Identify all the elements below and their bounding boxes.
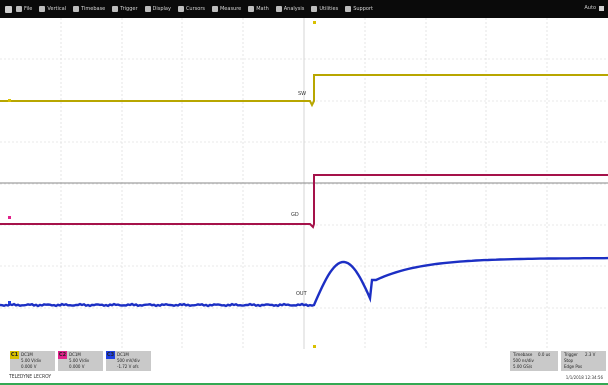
cursors-icon — [177, 6, 184, 12]
menu-item-timebase[interactable]: Timebase — [73, 6, 105, 12]
menu-item-support[interactable]: Support — [345, 6, 373, 12]
menu-items: File Vertical Timebase Trigger Display Cursor… — [16, 6, 380, 12]
channel-tag: C2 — [58, 351, 67, 359]
menu-item-analysis[interactable]: Analysis — [275, 6, 305, 12]
channel-3-descriptor[interactable]: C3 DC1M 500 mV/div -1.72 V ofs — [106, 351, 151, 371]
menu-item-label: Trigger — [120, 6, 138, 12]
logo-icon — [5, 5, 12, 13]
timebase-value: 0.0 us — [538, 352, 551, 357]
channel-markers — [8, 21, 316, 348]
trace-channel-2 — [0, 174, 608, 229]
trigger-marker-icon[interactable] — [313, 21, 316, 24]
ch1-marker-icon[interactable] — [8, 99, 11, 102]
channel-tag: C1 — [10, 351, 19, 359]
vertical-icon — [39, 6, 46, 12]
menu-item-label: Display — [152, 6, 171, 12]
menu-item-label: Measure — [219, 6, 242, 12]
utilities-icon — [311, 6, 318, 12]
channel-tag: C3 — [106, 351, 115, 359]
trigger-descriptor[interactable]: Trigger 2.3 V Stop Edge Pos — [561, 351, 606, 371]
trace-label-out: OUT — [296, 291, 308, 297]
display-icon — [144, 6, 151, 12]
trigger-marker-bottom-icon[interactable] — [313, 345, 316, 348]
menu-item-trigger[interactable]: Trigger — [112, 6, 138, 12]
channel-setting: -1.72 V ofs — [117, 364, 139, 369]
status-label: Auto — [584, 5, 596, 11]
trace-channel-3 — [0, 256, 608, 308]
trigger-title: Trigger — [564, 352, 578, 357]
status-indicator-bar — [0, 383, 608, 385]
status-panel: C1 DC1M 5.00 V/div 0.000 V C2 DC1M 5.00 V/div 0… — [0, 349, 608, 385]
waveform-display[interactable]: SW GD OUT — [0, 18, 608, 349]
menu-item-label: Timebase — [81, 6, 106, 12]
trigger-value: 2.3 V — [585, 352, 596, 357]
menu-item-math[interactable]: Math — [248, 6, 269, 12]
channel-setting: 0.000 V — [21, 364, 37, 369]
channel-setting: 0.000 V — [69, 364, 85, 369]
trace-label-gd: GD — [291, 212, 299, 218]
menu-item-label: Cursors — [185, 6, 205, 12]
channel-setting: 5.00 V/div — [69, 358, 90, 363]
file-icon — [16, 6, 22, 12]
ch3-marker-icon[interactable] — [8, 301, 11, 304]
math-icon — [248, 6, 255, 12]
trigger-status: Auto — [584, 5, 604, 11]
timebase-rate: 5.00 GS/s — [513, 364, 533, 369]
channel-setting: 5.00 V/div — [21, 358, 42, 363]
menu-item-label: Support — [353, 6, 373, 12]
menu-item-label: Analysis — [283, 6, 305, 12]
analysis-icon — [275, 6, 282, 12]
ch2-marker-icon[interactable] — [8, 216, 11, 219]
timebase-scale: 500 ns/div — [513, 358, 534, 363]
timebase-descriptor[interactable]: Timebase 0.0 us 500 ns/div 5.00 GS/s — [510, 351, 558, 371]
menu-item-utilities[interactable]: Utilities — [311, 6, 338, 12]
channel-2-descriptor[interactable]: C2 DC1M 5.00 V/div 0.000 V — [58, 351, 103, 371]
trigger-mode: Stop — [564, 358, 574, 363]
channel-setting: DC1M — [117, 352, 129, 357]
menu-item-vertical[interactable]: Vertical — [39, 6, 66, 12]
trace-label-sw: SW — [298, 91, 306, 97]
support-icon — [345, 6, 352, 12]
menu-item-display[interactable]: Display — [144, 6, 171, 12]
menu-item-label: Vertical — [47, 6, 67, 12]
trace-channel-1 — [0, 74, 608, 108]
measure-icon — [211, 6, 218, 12]
channel-setting: 500 mV/div — [117, 358, 140, 363]
menu-item-file[interactable]: File — [16, 6, 32, 12]
menu-item-label: File — [24, 6, 33, 12]
timebase-title: Timebase — [513, 352, 533, 357]
channel-setting: DC1M — [69, 352, 81, 357]
menu-item-cursors[interactable]: Cursors — [177, 6, 205, 12]
channel-1-descriptor[interactable]: C1 DC1M 5.00 V/div 0.000 V — [10, 351, 55, 371]
timebase-icon — [73, 6, 80, 12]
brand-label: TELEDYNE LECROY — [9, 374, 52, 380]
channel-setting: DC1M — [21, 352, 33, 357]
menu-item-measure[interactable]: Measure — [211, 6, 242, 12]
menu-bar: File Vertical Timebase Trigger Display Cursor… — [0, 0, 608, 18]
date-time: 1/1/2018 12:34:56 — [565, 375, 603, 380]
trigger-icon — [112, 6, 119, 12]
trigger-edge: Edge Pos — [564, 364, 583, 369]
menu-item-label: Utilities — [319, 6, 339, 12]
status-icon — [599, 5, 604, 11]
menu-item-label: Math — [256, 6, 269, 12]
